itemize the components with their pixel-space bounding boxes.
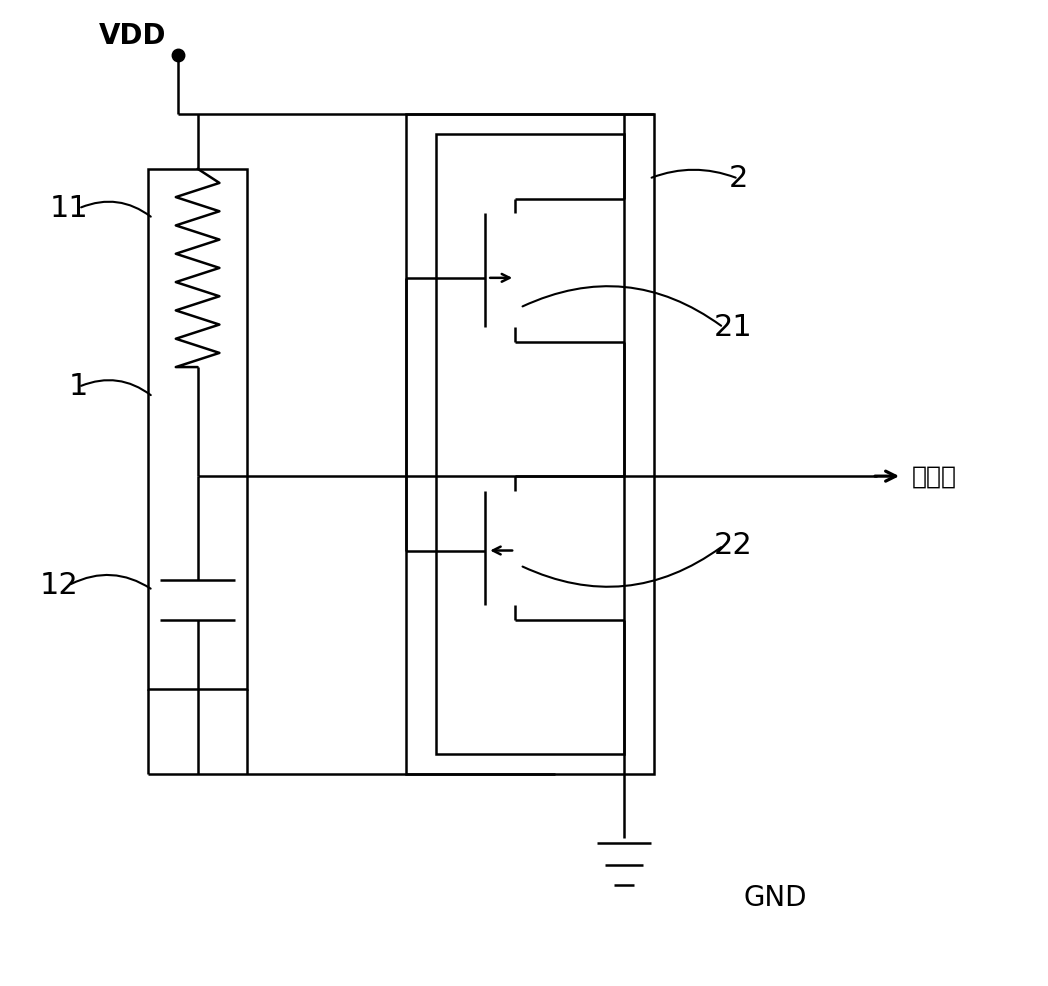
Bar — [436, 134, 625, 753]
Text: 12: 12 — [40, 571, 79, 599]
Text: 22: 22 — [714, 531, 752, 560]
Bar — [148, 169, 247, 689]
Text: 11: 11 — [49, 194, 88, 223]
Text: 21: 21 — [714, 313, 752, 342]
Text: 输出端: 输出端 — [912, 464, 957, 488]
Text: 2: 2 — [728, 165, 747, 193]
Bar — [406, 114, 654, 774]
Text: GND: GND — [743, 883, 807, 911]
Text: VDD: VDD — [99, 22, 166, 49]
Text: 1: 1 — [69, 373, 88, 401]
